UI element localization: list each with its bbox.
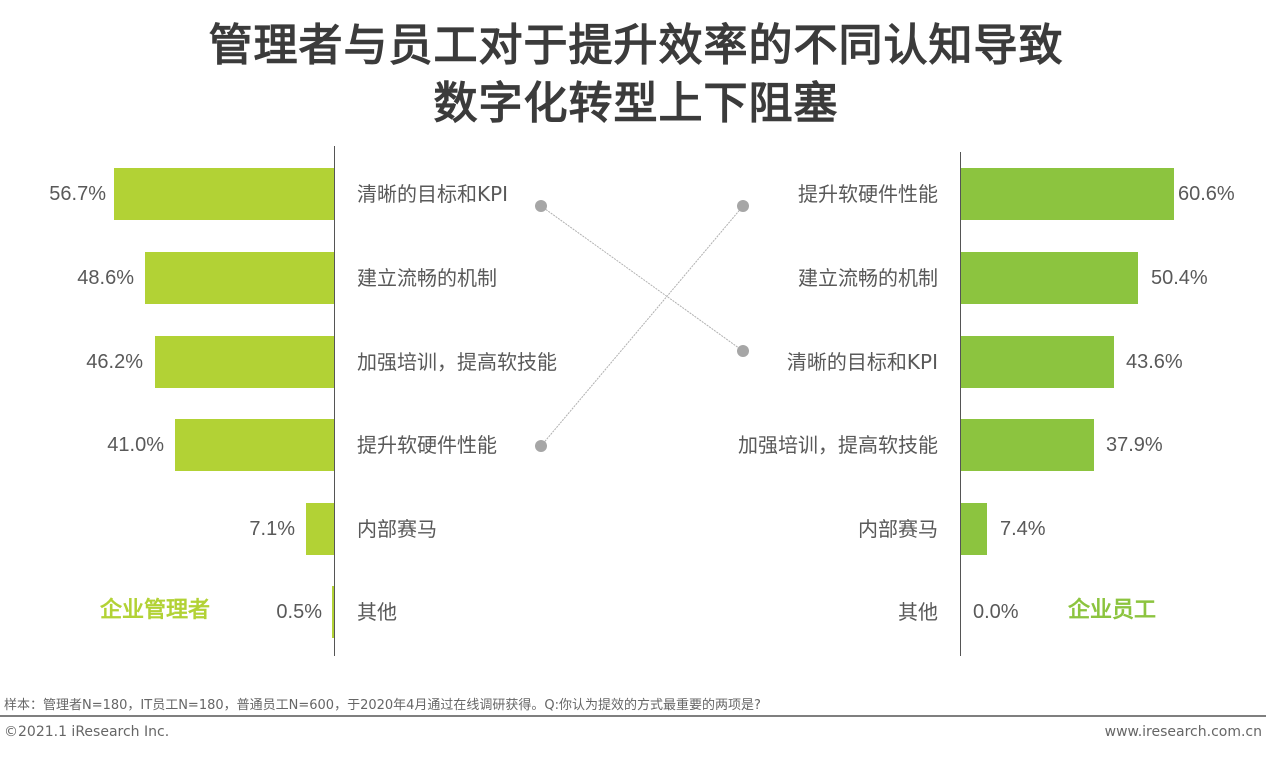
connector-dot-right-hardware [737,200,749,212]
website-link[interactable]: www.iresearch.com.cn [1104,724,1262,740]
connector-dot-left-hardware [535,440,547,452]
right-value-5: 0.0% [973,601,1019,623]
left-bar-5 [332,586,334,638]
copyright: ©2021.1 iResearch Inc. [4,724,170,740]
left-bar-2 [155,336,334,388]
right-category-1: 建立流畅的机制 [798,266,938,290]
connector-dot-right-kpi [737,345,749,357]
left-bar-3 [175,419,334,471]
left-group-label: 企业管理者 [100,598,211,623]
right-bar-4 [961,503,987,555]
left-value-2: 46.2% [86,351,143,373]
right-bar-1 [961,252,1138,304]
right-category-3: 加强培训，提高软技能 [738,433,938,457]
right-axis-line [960,152,961,656]
chart-title-line-1: 管理者与员工对于提升效率的不同认知导致 [208,20,1064,71]
right-bar-2 [961,336,1114,388]
left-value-1: 48.6% [77,267,134,289]
right-category-0: 提升软硬件性能 [798,182,938,206]
left-value-5: 0.5% [276,601,322,623]
left-value-4: 7.1% [249,518,295,540]
right-value-4: 7.4% [1000,518,1046,540]
right-bar-0 [961,168,1174,220]
right-value-3: 37.9% [1106,434,1163,456]
right-category-2: 清晰的目标和KPI [786,350,938,374]
connector-dot-left-kpi [535,200,547,212]
right-value-2: 43.6% [1126,351,1183,373]
left-category-1: 建立流畅的机制 [357,266,497,290]
right-value-1: 50.4% [1151,267,1208,289]
footer-divider [0,715,1266,717]
left-bar-1 [145,252,334,304]
right-value-0: 60.6% [1178,183,1235,205]
left-category-2: 加强培训，提高软技能 [357,350,557,374]
left-category-0: 清晰的目标和KPI [357,182,509,206]
left-bar-4 [306,503,334,555]
chart-title-line-2: 数字化转型上下阻塞 [433,78,839,129]
right-category-5: 其他 [898,600,938,624]
right-category-4: 内部赛马 [858,517,938,541]
left-axis-line [334,146,335,656]
right-bar-3 [961,419,1094,471]
left-value-0: 56.7% [49,183,106,205]
left-category-4: 内部赛马 [357,517,437,541]
left-category-5: 其他 [357,600,397,624]
left-bar-0 [114,168,334,220]
left-value-3: 41.0% [107,434,164,456]
sample-note: 样本：管理者N=180，IT员工N=180，普通员工N=600，于2020年4月… [4,698,761,713]
left-category-3: 提升软硬件性能 [357,433,497,457]
right-group-label: 企业员工 [1068,598,1157,623]
